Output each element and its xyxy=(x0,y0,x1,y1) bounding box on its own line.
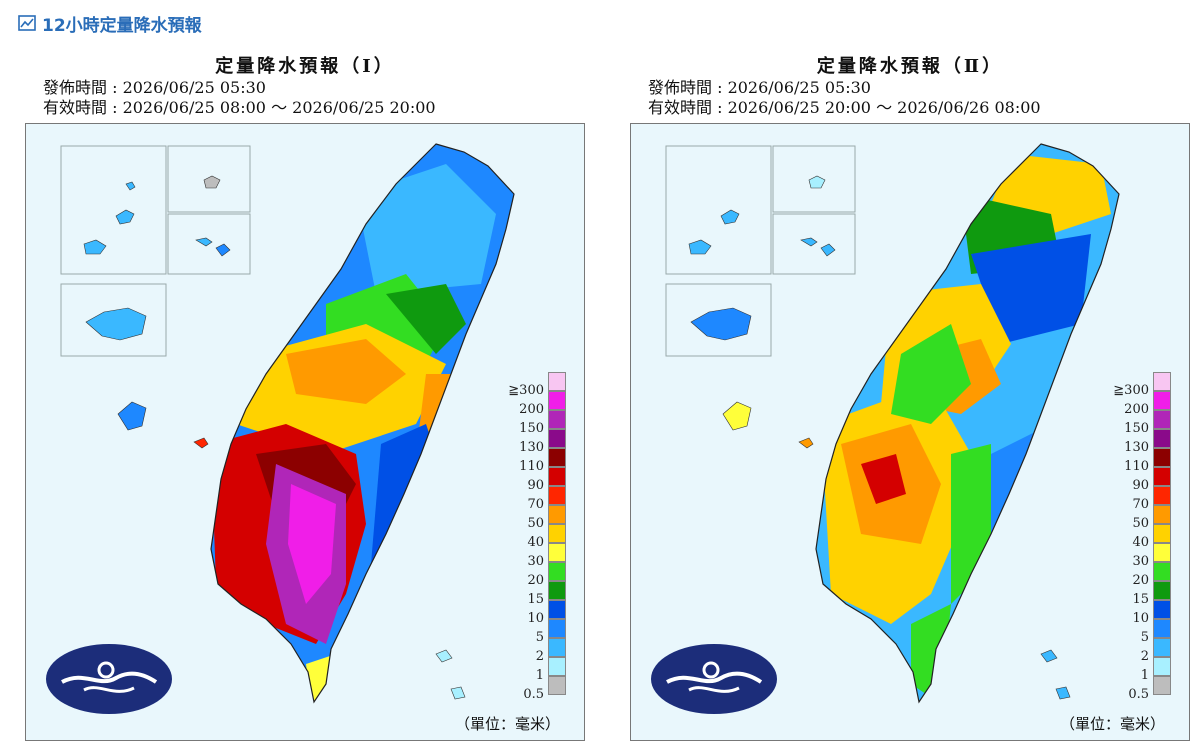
issue-time: 發佈時間 : 2026/06/25 05:30 xyxy=(648,78,871,97)
page-title: 12小時定量降水預報 xyxy=(42,15,202,36)
legend-label: 90 xyxy=(527,478,544,493)
legend-swatch xyxy=(548,524,566,543)
legend-label: 0.5 xyxy=(523,687,544,702)
legend-label: 130 xyxy=(519,440,544,455)
valid-time: 有效時間 : 2026/06/25 08:00 ～ 2026/06/25 20:… xyxy=(43,98,436,117)
legend-label: 1 xyxy=(1140,668,1149,683)
legend-swatch xyxy=(548,676,566,695)
legend-swatch xyxy=(1153,676,1171,695)
legend-label: 20 xyxy=(1132,573,1149,588)
unit-label: （單位：毫米） xyxy=(1059,715,1165,733)
legend-label: 50 xyxy=(527,516,544,531)
legend-label: 0.5 xyxy=(1128,687,1149,702)
rainfall-map[interactable]: ≧300 200 150 130 110 90 70 50 40 30 20 1… xyxy=(25,123,585,741)
rainfall-map[interactable]: ≧300 200 150 130 110 90 70 50 40 30 20 1… xyxy=(630,123,1190,741)
legend-label: 150 xyxy=(519,421,544,436)
legend-swatch xyxy=(548,467,566,486)
legend-swatch xyxy=(1153,638,1171,657)
legend-label: 70 xyxy=(1132,497,1149,512)
legend-swatch xyxy=(1153,429,1171,448)
legend-label: 5 xyxy=(535,630,544,645)
legend-swatch xyxy=(548,600,566,619)
legend-swatch xyxy=(548,619,566,638)
legend-label: 20 xyxy=(527,573,544,588)
legend-label: 40 xyxy=(527,535,544,550)
legend-swatch xyxy=(548,410,566,429)
forecast-panel-1: 定量降水預報（Ⅰ） 發佈時間 : 2026/06/25 05:30 有效時間 :… xyxy=(25,50,585,745)
legend-label: 110 xyxy=(519,459,544,474)
legend-swatch xyxy=(548,657,566,676)
legend-label: ≧300 xyxy=(1113,383,1149,398)
valid-time: 有效時間 : 2026/06/25 20:00 ～ 2026/06/26 08:… xyxy=(648,98,1041,117)
legend-swatch xyxy=(1153,486,1171,505)
legend-label: 110 xyxy=(1124,459,1149,474)
legend-label: 10 xyxy=(527,611,544,626)
page-header: 12小時定量降水預報 xyxy=(18,8,202,38)
legend-swatch xyxy=(548,391,566,410)
inset-islands xyxy=(60,145,251,357)
legend-label: 2 xyxy=(535,649,544,664)
legend-label: 1 xyxy=(535,668,544,683)
legend-label: 10 xyxy=(1132,611,1149,626)
cwa-logo-icon xyxy=(651,644,777,714)
legend-swatch xyxy=(548,562,566,581)
legend-swatch xyxy=(1153,505,1171,524)
chart-line-icon xyxy=(18,15,36,31)
legend-label: 2 xyxy=(1140,649,1149,664)
legend-label: 40 xyxy=(1132,535,1149,550)
legend-swatch xyxy=(1153,657,1171,676)
panel-title: 定量降水預報（Ⅰ） xyxy=(215,56,395,77)
legend-label: 50 xyxy=(1132,516,1149,531)
legend-swatch xyxy=(548,581,566,600)
legend-swatch xyxy=(1153,619,1171,638)
legend-swatch xyxy=(548,486,566,505)
legend-label: 200 xyxy=(1124,402,1149,417)
legend-label: 15 xyxy=(1132,592,1149,607)
legend-label: 90 xyxy=(1132,478,1149,493)
legend-label: 200 xyxy=(519,402,544,417)
legend-swatch xyxy=(548,543,566,562)
legend-swatch xyxy=(548,372,566,391)
legend-swatch xyxy=(1153,524,1171,543)
issue-time: 發佈時間 : 2026/06/25 05:30 xyxy=(43,78,266,97)
outer-islands xyxy=(83,175,466,700)
legend-label: 30 xyxy=(527,554,544,569)
legend-label: 70 xyxy=(527,497,544,512)
outer-islands xyxy=(688,175,1071,700)
legend-swatch xyxy=(548,429,566,448)
legend-label: 30 xyxy=(1132,554,1149,569)
legend-swatch xyxy=(1153,543,1171,562)
legend-swatch xyxy=(548,448,566,467)
unit-label: （單位：毫米） xyxy=(454,715,560,733)
panel-title: 定量降水預報（Ⅱ） xyxy=(816,56,1004,77)
legend-label: ≧300 xyxy=(508,383,544,398)
legend-label: 130 xyxy=(1124,440,1149,455)
legend-swatch xyxy=(1153,372,1171,391)
rainfall-legend: ≧300 200 150 130 110 90 70 50 40 30 20 1… xyxy=(1107,372,1175,702)
legend-label: 5 xyxy=(1140,630,1149,645)
legend-swatch xyxy=(548,638,566,657)
legend-label: 150 xyxy=(1124,421,1149,436)
inset-islands xyxy=(665,145,856,357)
legend-label: 15 xyxy=(527,592,544,607)
legend-swatch xyxy=(1153,581,1171,600)
cwa-logo-icon xyxy=(46,644,172,714)
rainfall-legend: ≧300 200 150 130 110 90 70 50 40 30 20 1… xyxy=(502,372,570,702)
legend-swatch xyxy=(1153,562,1171,581)
legend-swatch xyxy=(1153,391,1171,410)
legend-swatch xyxy=(1153,600,1171,619)
legend-swatch xyxy=(548,505,566,524)
legend-swatch xyxy=(1153,410,1171,429)
legend-swatch xyxy=(1153,467,1171,486)
legend-swatch xyxy=(1153,448,1171,467)
forecast-panel-2: 定量降水預報（Ⅱ） 發佈時間 : 2026/06/25 05:30 有效時間 :… xyxy=(630,50,1190,745)
